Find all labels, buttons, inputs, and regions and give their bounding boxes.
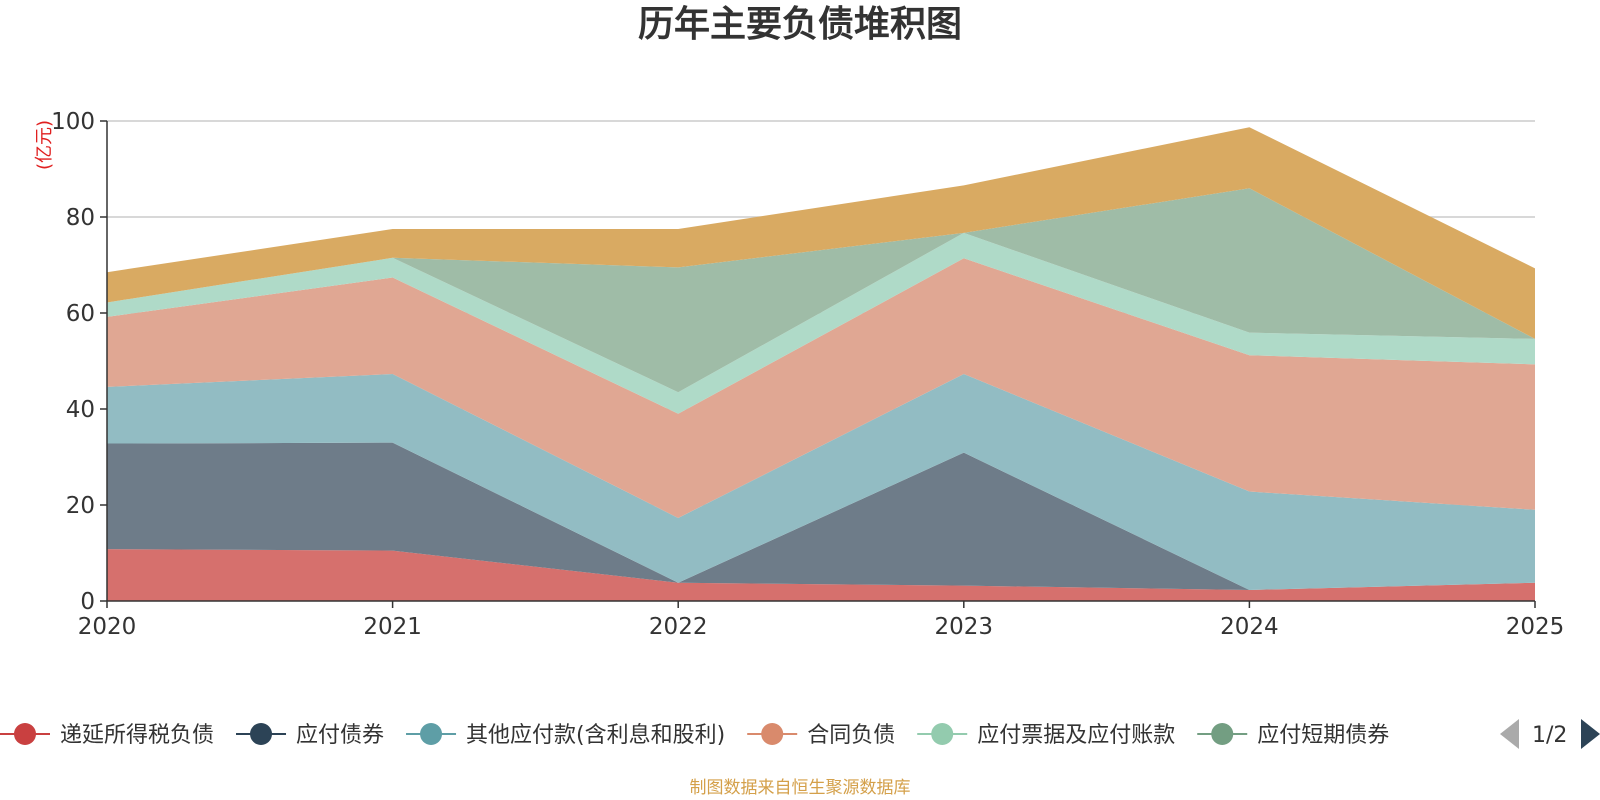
area-series-0[interactable] bbox=[107, 549, 1535, 601]
y-axis-unit-label: (亿元) bbox=[34, 120, 55, 170]
legend-dot-icon bbox=[14, 723, 36, 745]
x-tick-label: 2021 bbox=[363, 614, 422, 640]
chart-title: 历年主要负债堆积图 bbox=[637, 4, 962, 45]
legend-label: 应付短期债券 bbox=[1257, 723, 1389, 748]
legend-item-0[interactable]: 递延所得税负债 bbox=[0, 723, 214, 748]
source-note: 制图数据来自恒生聚源数据库 bbox=[689, 778, 911, 798]
x-tick-label: 2022 bbox=[649, 614, 708, 640]
area-series-6[interactable] bbox=[107, 127, 1535, 339]
y-tick-label: 100 bbox=[51, 109, 95, 135]
y-tick-label: 0 bbox=[80, 589, 95, 615]
legend-prev-page-icon[interactable] bbox=[1500, 719, 1519, 749]
area-series-2[interactable] bbox=[107, 373, 1535, 590]
legend-next-page-icon[interactable] bbox=[1581, 719, 1600, 749]
legend[interactable]: 递延所得税负债 应付债券 其他应付款(含利息和股利) 合同负债 应付票据及应付账款 应付短… bbox=[0, 719, 1600, 749]
area-series-5[interactable] bbox=[107, 188, 1535, 393]
y-tick-label: 60 bbox=[66, 301, 95, 327]
legend-label: 应付票据及应付账款 bbox=[977, 723, 1175, 748]
y-tick-label: 40 bbox=[66, 397, 95, 423]
x-tick-label: 2025 bbox=[1506, 614, 1565, 640]
legend-item-1[interactable]: 应付债券 bbox=[236, 723, 384, 748]
x-tick-label: 2023 bbox=[935, 614, 994, 640]
legend-label: 应付债券 bbox=[296, 723, 384, 748]
x-tick-label: 2020 bbox=[78, 614, 137, 640]
area-layer bbox=[107, 127, 1535, 601]
y-tick-label: 80 bbox=[66, 205, 95, 231]
legend-page-indicator: 1/2 bbox=[1532, 723, 1567, 748]
legend-dot-icon bbox=[931, 723, 954, 745]
legend-dot-icon bbox=[761, 723, 784, 745]
legend-item-5[interactable]: 应付短期债券 bbox=[1197, 723, 1389, 748]
legend-pager[interactable]: 1/2 bbox=[1500, 719, 1600, 749]
legend-dot-icon bbox=[420, 723, 443, 745]
legend-item-3[interactable]: 合同负债 bbox=[747, 723, 895, 748]
legend-dot-icon bbox=[1211, 723, 1234, 745]
legend-dot-icon bbox=[250, 723, 273, 745]
legend-label: 合同负债 bbox=[807, 723, 895, 748]
legend-label: 递延所得税负债 bbox=[60, 723, 214, 748]
legend-item-2[interactable]: 其他应付款(含利息和股利) bbox=[406, 723, 725, 748]
x-tick-label: 2024 bbox=[1220, 614, 1279, 640]
legend-item-4[interactable]: 应付票据及应付账款 bbox=[917, 723, 1175, 748]
y-tick-label: 20 bbox=[66, 493, 95, 519]
area-series-3[interactable] bbox=[107, 258, 1535, 518]
axis-layer: 0 20 40 60 80 100 2020 2021 2022 2023 2024 2025 (亿元) bbox=[34, 109, 1564, 640]
area-series-4[interactable] bbox=[107, 232, 1535, 414]
area-series-1[interactable] bbox=[107, 442, 1535, 590]
legend-label: 其他应付款(含利息和股利) bbox=[466, 723, 725, 748]
